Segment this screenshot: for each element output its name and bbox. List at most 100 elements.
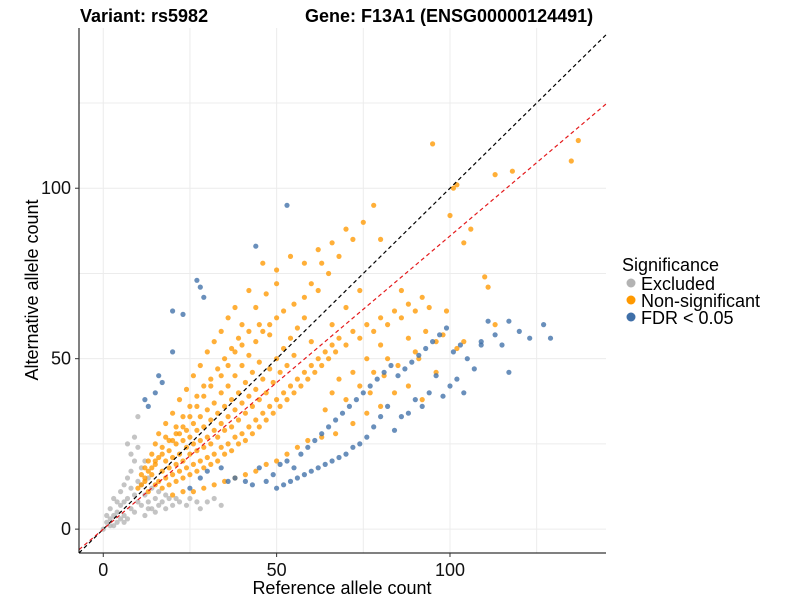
point-non-significant <box>267 322 273 328</box>
point-fdr-0-05 <box>367 383 373 389</box>
point-non-significant <box>308 281 314 287</box>
point-non-significant <box>253 339 259 345</box>
point-non-significant <box>326 270 332 277</box>
point-excluded <box>131 458 138 464</box>
point-non-significant <box>270 379 276 386</box>
point-fdr-0-05 <box>381 369 387 375</box>
point-fdr-0-05 <box>391 427 398 433</box>
point-non-significant <box>229 345 235 352</box>
point-fdr-0-05 <box>499 342 505 348</box>
point-fdr-0-05 <box>336 454 342 461</box>
point-non-significant <box>208 376 214 382</box>
point-non-significant <box>235 335 242 341</box>
point-non-significant <box>398 287 404 294</box>
point-non-significant <box>197 362 203 369</box>
point-non-significant <box>267 366 273 372</box>
point-non-significant <box>235 441 242 447</box>
point-excluded <box>121 519 127 525</box>
point-excluded <box>114 519 120 525</box>
point-fdr-0-05 <box>329 458 335 464</box>
point-fdr-0-05 <box>326 424 332 430</box>
point-fdr-0-05 <box>416 352 422 358</box>
point-non-significant <box>284 397 290 403</box>
point-non-significant <box>350 420 356 427</box>
point-non-significant <box>301 369 307 375</box>
point-fdr-0-05 <box>506 318 512 324</box>
point-fdr-0-05 <box>242 478 248 484</box>
point-non-significant <box>159 485 165 491</box>
point-non-significant <box>274 397 280 403</box>
point-excluded <box>159 499 165 505</box>
point-non-significant <box>204 454 210 461</box>
point-non-significant <box>246 287 252 294</box>
point-non-significant <box>138 472 144 478</box>
point-non-significant <box>274 458 280 464</box>
legend-swatch-excluded <box>626 278 636 288</box>
point-non-significant <box>260 410 266 416</box>
point-non-significant <box>176 468 183 474</box>
point-non-significant <box>152 441 158 447</box>
point-non-significant <box>281 308 287 314</box>
point-non-significant <box>287 253 294 259</box>
point-non-significant <box>194 393 200 399</box>
point-non-significant <box>256 322 262 328</box>
point-excluded <box>114 499 120 505</box>
point-non-significant <box>450 185 456 191</box>
point-non-significant <box>187 434 193 440</box>
point-non-significant <box>222 403 228 409</box>
point-non-significant <box>371 369 377 375</box>
point-non-significant <box>145 458 151 464</box>
point-non-significant <box>568 158 574 164</box>
point-fdr-0-05 <box>437 332 443 338</box>
point-non-significant <box>482 274 488 280</box>
point-non-significant <box>405 335 411 341</box>
point-non-significant <box>329 342 335 348</box>
point-excluded <box>107 506 113 512</box>
point-non-significant <box>468 226 474 232</box>
point-fdr-0-05 <box>547 335 554 341</box>
point-non-significant <box>461 339 467 345</box>
point-non-significant <box>163 434 169 440</box>
point-non-significant <box>336 335 342 341</box>
point-non-significant <box>343 342 349 348</box>
point-fdr-0-05 <box>249 482 255 488</box>
point-non-significant <box>159 451 165 457</box>
point-non-significant <box>350 236 356 242</box>
point-non-significant <box>201 485 207 491</box>
point-non-significant <box>405 383 411 389</box>
point-fdr-0-05 <box>450 349 456 355</box>
point-fdr-0-05 <box>305 444 311 450</box>
point-non-significant <box>218 390 224 396</box>
point-excluded <box>166 495 172 502</box>
point-excluded <box>135 414 141 420</box>
point-non-significant <box>149 465 155 471</box>
point-non-significant <box>232 304 238 311</box>
point-fdr-0-05 <box>274 485 280 491</box>
point-non-significant <box>308 339 314 345</box>
point-non-significant <box>152 458 158 464</box>
point-non-significant <box>357 335 363 341</box>
ref-line-fit <box>78 103 607 551</box>
point-non-significant <box>298 383 304 389</box>
point-non-significant <box>170 492 176 498</box>
point-non-significant <box>201 393 207 399</box>
point-non-significant <box>277 369 283 375</box>
point-excluded <box>131 434 138 440</box>
point-non-significant <box>176 397 183 403</box>
legend-title: Significance <box>622 255 719 275</box>
point-non-significant <box>149 472 155 478</box>
point-non-significant <box>190 489 196 495</box>
point-excluded <box>152 509 158 515</box>
point-non-significant <box>391 390 398 396</box>
point-non-significant <box>204 407 210 413</box>
point-fdr-0-05 <box>461 390 467 396</box>
point-non-significant <box>138 482 144 488</box>
point-non-significant <box>239 400 245 406</box>
point-non-significant <box>149 451 155 457</box>
point-non-significant <box>156 454 162 461</box>
point-non-significant <box>211 339 217 345</box>
point-fdr-0-05 <box>360 390 366 396</box>
point-excluded <box>131 509 138 515</box>
point-fdr-0-05 <box>284 458 290 464</box>
